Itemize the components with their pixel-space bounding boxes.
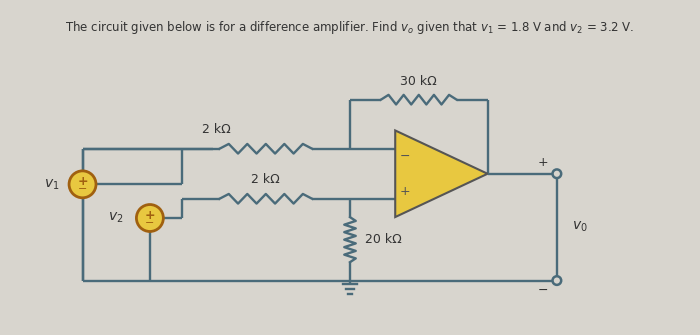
Circle shape [552, 276, 561, 285]
Text: +: + [145, 209, 155, 222]
Text: 2 kΩ: 2 kΩ [202, 123, 230, 136]
Text: −: − [538, 284, 549, 297]
Text: 20 kΩ: 20 kΩ [365, 233, 402, 246]
Circle shape [136, 205, 163, 231]
Polygon shape [395, 130, 488, 217]
Text: $v_2$: $v_2$ [108, 211, 123, 225]
Text: +: + [538, 156, 549, 169]
Text: −: − [145, 218, 155, 228]
Text: The circuit given below is for a difference amplifier. Find $v_o$ given that $v_: The circuit given below is for a differe… [66, 19, 634, 36]
Text: 30 kΩ: 30 kΩ [400, 75, 438, 88]
Text: −: − [78, 184, 88, 194]
Text: $v_0$: $v_0$ [572, 220, 588, 234]
Text: −: − [400, 150, 410, 163]
Circle shape [69, 171, 96, 198]
Text: +: + [77, 175, 88, 188]
Text: $v_1$: $v_1$ [44, 177, 60, 192]
Circle shape [552, 170, 561, 178]
Text: +: + [400, 185, 410, 198]
Text: 2 kΩ: 2 kΩ [251, 173, 280, 186]
